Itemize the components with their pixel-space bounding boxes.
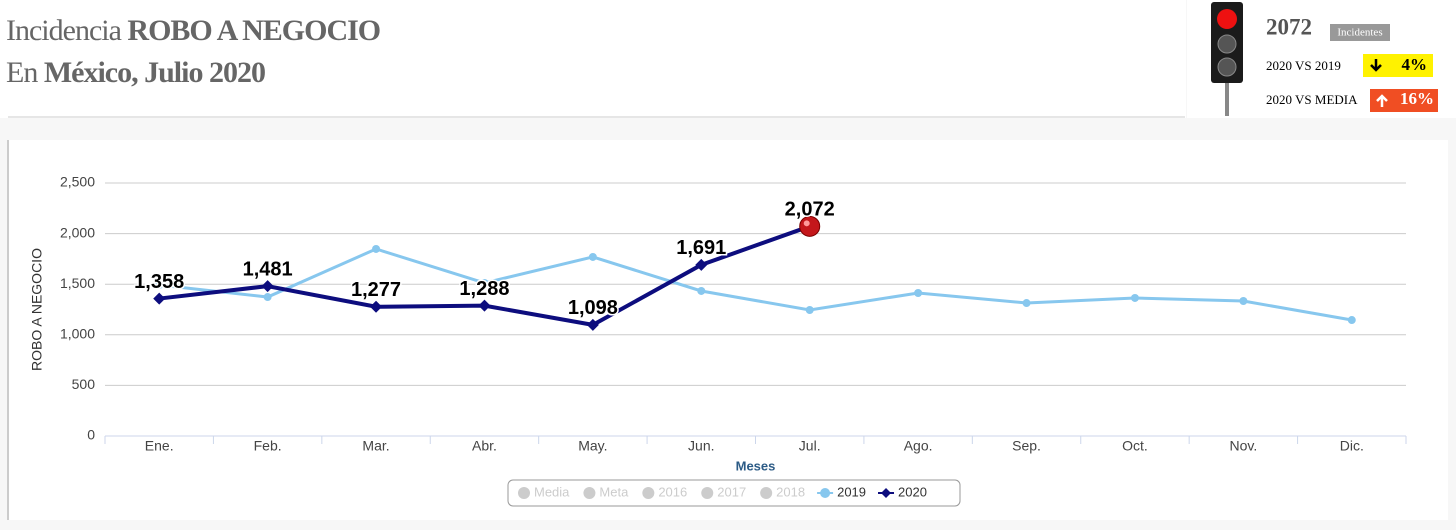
y-tick-label: 2,500	[60, 174, 95, 190]
y-axis-label: ROBO A NEGOCIO	[29, 248, 45, 371]
legend-icon-inactive	[518, 487, 530, 499]
light-green	[1217, 57, 1237, 77]
legend-item-inactive[interactable]: 2017	[717, 484, 746, 499]
point	[372, 244, 381, 253]
point	[805, 306, 814, 315]
vs-media-badge	[1370, 89, 1438, 112]
point	[695, 258, 708, 271]
point	[1130, 293, 1139, 302]
data-label: 1,358	[134, 271, 184, 293]
point	[1347, 316, 1356, 325]
x-tick-label: Feb.	[254, 438, 282, 454]
point	[153, 292, 166, 305]
x-tick-label: Sep.	[1012, 438, 1041, 454]
data-label: 2,072	[785, 199, 835, 221]
y-tick-label: 0	[87, 427, 95, 443]
vs-2019-value: 4%	[1402, 55, 1428, 74]
vs-media-value: 16%	[1400, 89, 1434, 108]
legend-icon-inactive	[701, 487, 714, 499]
legend-icon-inactive	[642, 487, 655, 499]
x-tick-label: Oct.	[1122, 438, 1148, 454]
y-tick-label: 1,000	[60, 326, 95, 342]
vs-2019-badge	[1363, 54, 1433, 77]
x-tick-label: Ago.	[904, 438, 933, 454]
legend-item-inactive[interactable]: 2018	[776, 484, 805, 499]
legend-item-inactive[interactable]: 2016	[658, 484, 687, 499]
point	[586, 318, 599, 331]
chart-panel	[8, 140, 1448, 520]
y-tick-label: 2,000	[60, 224, 95, 240]
chart: 0 500 1,000 1,500 2,000 2,500 Ene. Feb. Mar. Abr.…	[29, 174, 1407, 499]
legend-item-inactive[interactable]: Meta	[599, 484, 629, 499]
legend-icon	[881, 488, 892, 498]
data-label: 1,691	[676, 237, 726, 259]
x-tick-label: Mar.	[362, 438, 389, 454]
point	[1239, 296, 1248, 305]
total-badge	[1330, 24, 1390, 41]
subtitle-main: México, Julio 2020	[44, 56, 265, 89]
light-red	[1217, 9, 1237, 29]
legend-item[interactable]: 2019	[837, 484, 866, 499]
y-tick-label: 500	[72, 376, 96, 392]
x-tick-label: May.	[578, 438, 607, 454]
x-tick-label: Dic.	[1340, 438, 1364, 454]
header-bg	[0, 0, 1186, 118]
legend-icon-inactive	[583, 487, 596, 499]
legend-icon-inactive	[760, 487, 773, 499]
vs-media-label: 2020 VS MEDIA	[1266, 92, 1358, 107]
header-title: Incidencia ROBO A NEGOCIO	[6, 14, 380, 47]
total-label: Incidentes	[1337, 27, 1382, 39]
x-tick-label: Jun.	[688, 438, 714, 454]
light-yellow	[1217, 34, 1237, 54]
light-pole	[1225, 80, 1229, 116]
x-tick-label: Ene.	[145, 438, 174, 454]
x-axis-label: Meses	[736, 458, 776, 473]
point	[263, 293, 272, 302]
data-label: 1,098	[568, 297, 618, 319]
vs-2019-label: 2020 VS 2019	[1266, 58, 1341, 73]
subtitle-prefix: En	[6, 56, 38, 89]
legend-box	[507, 479, 961, 507]
legend-item[interactable]: 2020	[898, 484, 927, 499]
legend-item-inactive[interactable]: Media	[534, 484, 570, 499]
highlight-shine	[803, 220, 810, 227]
data-label: 1,277	[351, 279, 401, 301]
arrow-up	[1376, 94, 1388, 107]
arrow-down	[1370, 59, 1382, 72]
point	[914, 289, 923, 298]
x-tick-label: Abr.	[472, 438, 497, 454]
point	[370, 300, 383, 313]
point	[697, 286, 706, 295]
data-label: 1,288	[459, 278, 509, 300]
header-subtitle: En México, Julio 2020	[6, 56, 265, 89]
point	[478, 299, 491, 312]
total: 2072	[1266, 14, 1312, 39]
legend-icon	[820, 488, 831, 498]
title-main: ROBO A NEGOCIO	[127, 14, 380, 47]
point	[155, 281, 164, 290]
x-tick-label: Jul.	[799, 438, 821, 454]
point	[261, 280, 274, 293]
title-prefix: Incidencia	[6, 14, 122, 47]
point	[588, 252, 597, 261]
point	[1022, 299, 1031, 308]
point	[480, 278, 489, 287]
x-tick-label: Nov.	[1230, 438, 1258, 454]
series-line	[159, 247, 1353, 322]
data-label: 1,481	[243, 258, 293, 280]
y-tick-label: 1,500	[60, 275, 95, 291]
